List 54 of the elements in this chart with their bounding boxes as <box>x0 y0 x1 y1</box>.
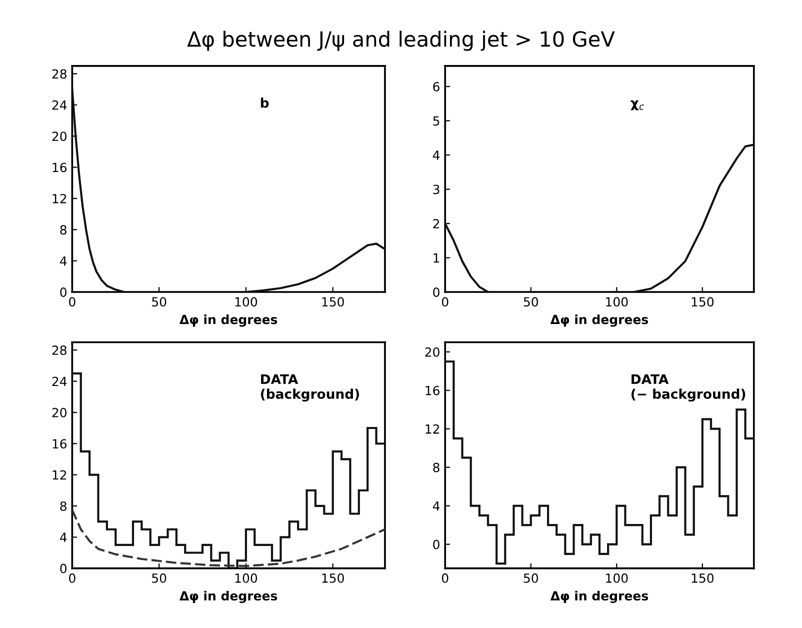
x-axis-title: Δφ in degrees <box>550 314 648 327</box>
x-axis-title: Δφ in degrees <box>550 590 648 604</box>
y-tick-label: 4 <box>60 256 67 266</box>
y-tick-label: 8 <box>433 462 440 472</box>
y-tick-label: 12 <box>52 470 66 480</box>
x-tick-label: 100 <box>235 573 258 583</box>
y-tick-label: 16 <box>426 386 440 396</box>
y-tick-label: 0 <box>60 564 66 574</box>
y-tick-label: 2 <box>433 218 439 228</box>
y-tick-label: 8 <box>60 225 66 235</box>
x-tick-label: 50 <box>524 573 538 583</box>
chart-title: Δφ between J/ψ and leading jet > 10 GeV <box>187 30 615 51</box>
y-tick-label: 16 <box>52 162 67 172</box>
y-tick-label: 24 <box>52 100 67 110</box>
y-tick-label: 4 <box>432 150 440 160</box>
annotation: χ$_{c}$ <box>630 100 644 110</box>
y-tick-label: 12 <box>52 194 66 204</box>
y-tick-label: 20 <box>425 347 440 357</box>
annotation: b <box>260 98 269 108</box>
x-tick-label: 0 <box>442 573 448 583</box>
x-tick-label: 150 <box>322 573 344 583</box>
x-axis-title: Δφ in degrees <box>179 314 278 327</box>
y-tick-label: 28 <box>52 346 66 355</box>
y-tick-label: 3 <box>433 184 440 194</box>
y-tick-label: 0 <box>433 540 440 550</box>
annotation: DATA (− background) <box>632 374 746 402</box>
y-tick-label: 24 <box>52 376 67 386</box>
x-tick-label: 100 <box>606 297 628 307</box>
x-tick-label: 150 <box>322 297 344 307</box>
y-tick-label: 0 <box>60 287 66 297</box>
y-tick-label: 16 <box>52 439 67 449</box>
x-tick-label: 50 <box>152 573 166 583</box>
y-tick-label: 5 <box>433 116 440 126</box>
x-tick-label: 0 <box>69 573 76 583</box>
y-tick-label: 20 <box>52 132 66 142</box>
x-tick-label: 50 <box>152 297 166 307</box>
y-tick-label: 28 <box>52 69 66 79</box>
annotation: DATA (background) <box>260 374 359 402</box>
y-tick-label: 1 <box>434 253 440 263</box>
x-tick-label: 100 <box>606 573 628 583</box>
y-tick-label: 4 <box>432 501 440 511</box>
x-tick-label: 0 <box>442 297 448 307</box>
y-tick-label: 0 <box>433 287 440 297</box>
x-tick-label: 150 <box>692 297 714 307</box>
x-axis-title: Δφ in degrees <box>179 590 278 604</box>
y-tick-label: 4 <box>60 532 67 542</box>
x-tick-label: 0 <box>69 297 76 307</box>
y-tick-label: 20 <box>52 408 66 418</box>
x-tick-label: 50 <box>524 297 538 307</box>
y-tick-label: 8 <box>60 501 66 511</box>
y-tick-label: 12 <box>426 424 439 434</box>
y-tick-label: 6 <box>433 82 440 92</box>
x-tick-label: 100 <box>235 297 258 307</box>
x-tick-label: 150 <box>692 573 714 583</box>
